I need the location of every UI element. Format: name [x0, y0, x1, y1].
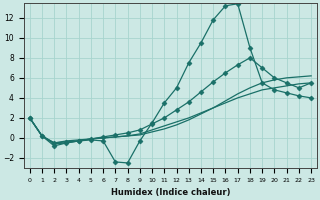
X-axis label: Humidex (Indice chaleur): Humidex (Indice chaleur) — [111, 188, 230, 197]
